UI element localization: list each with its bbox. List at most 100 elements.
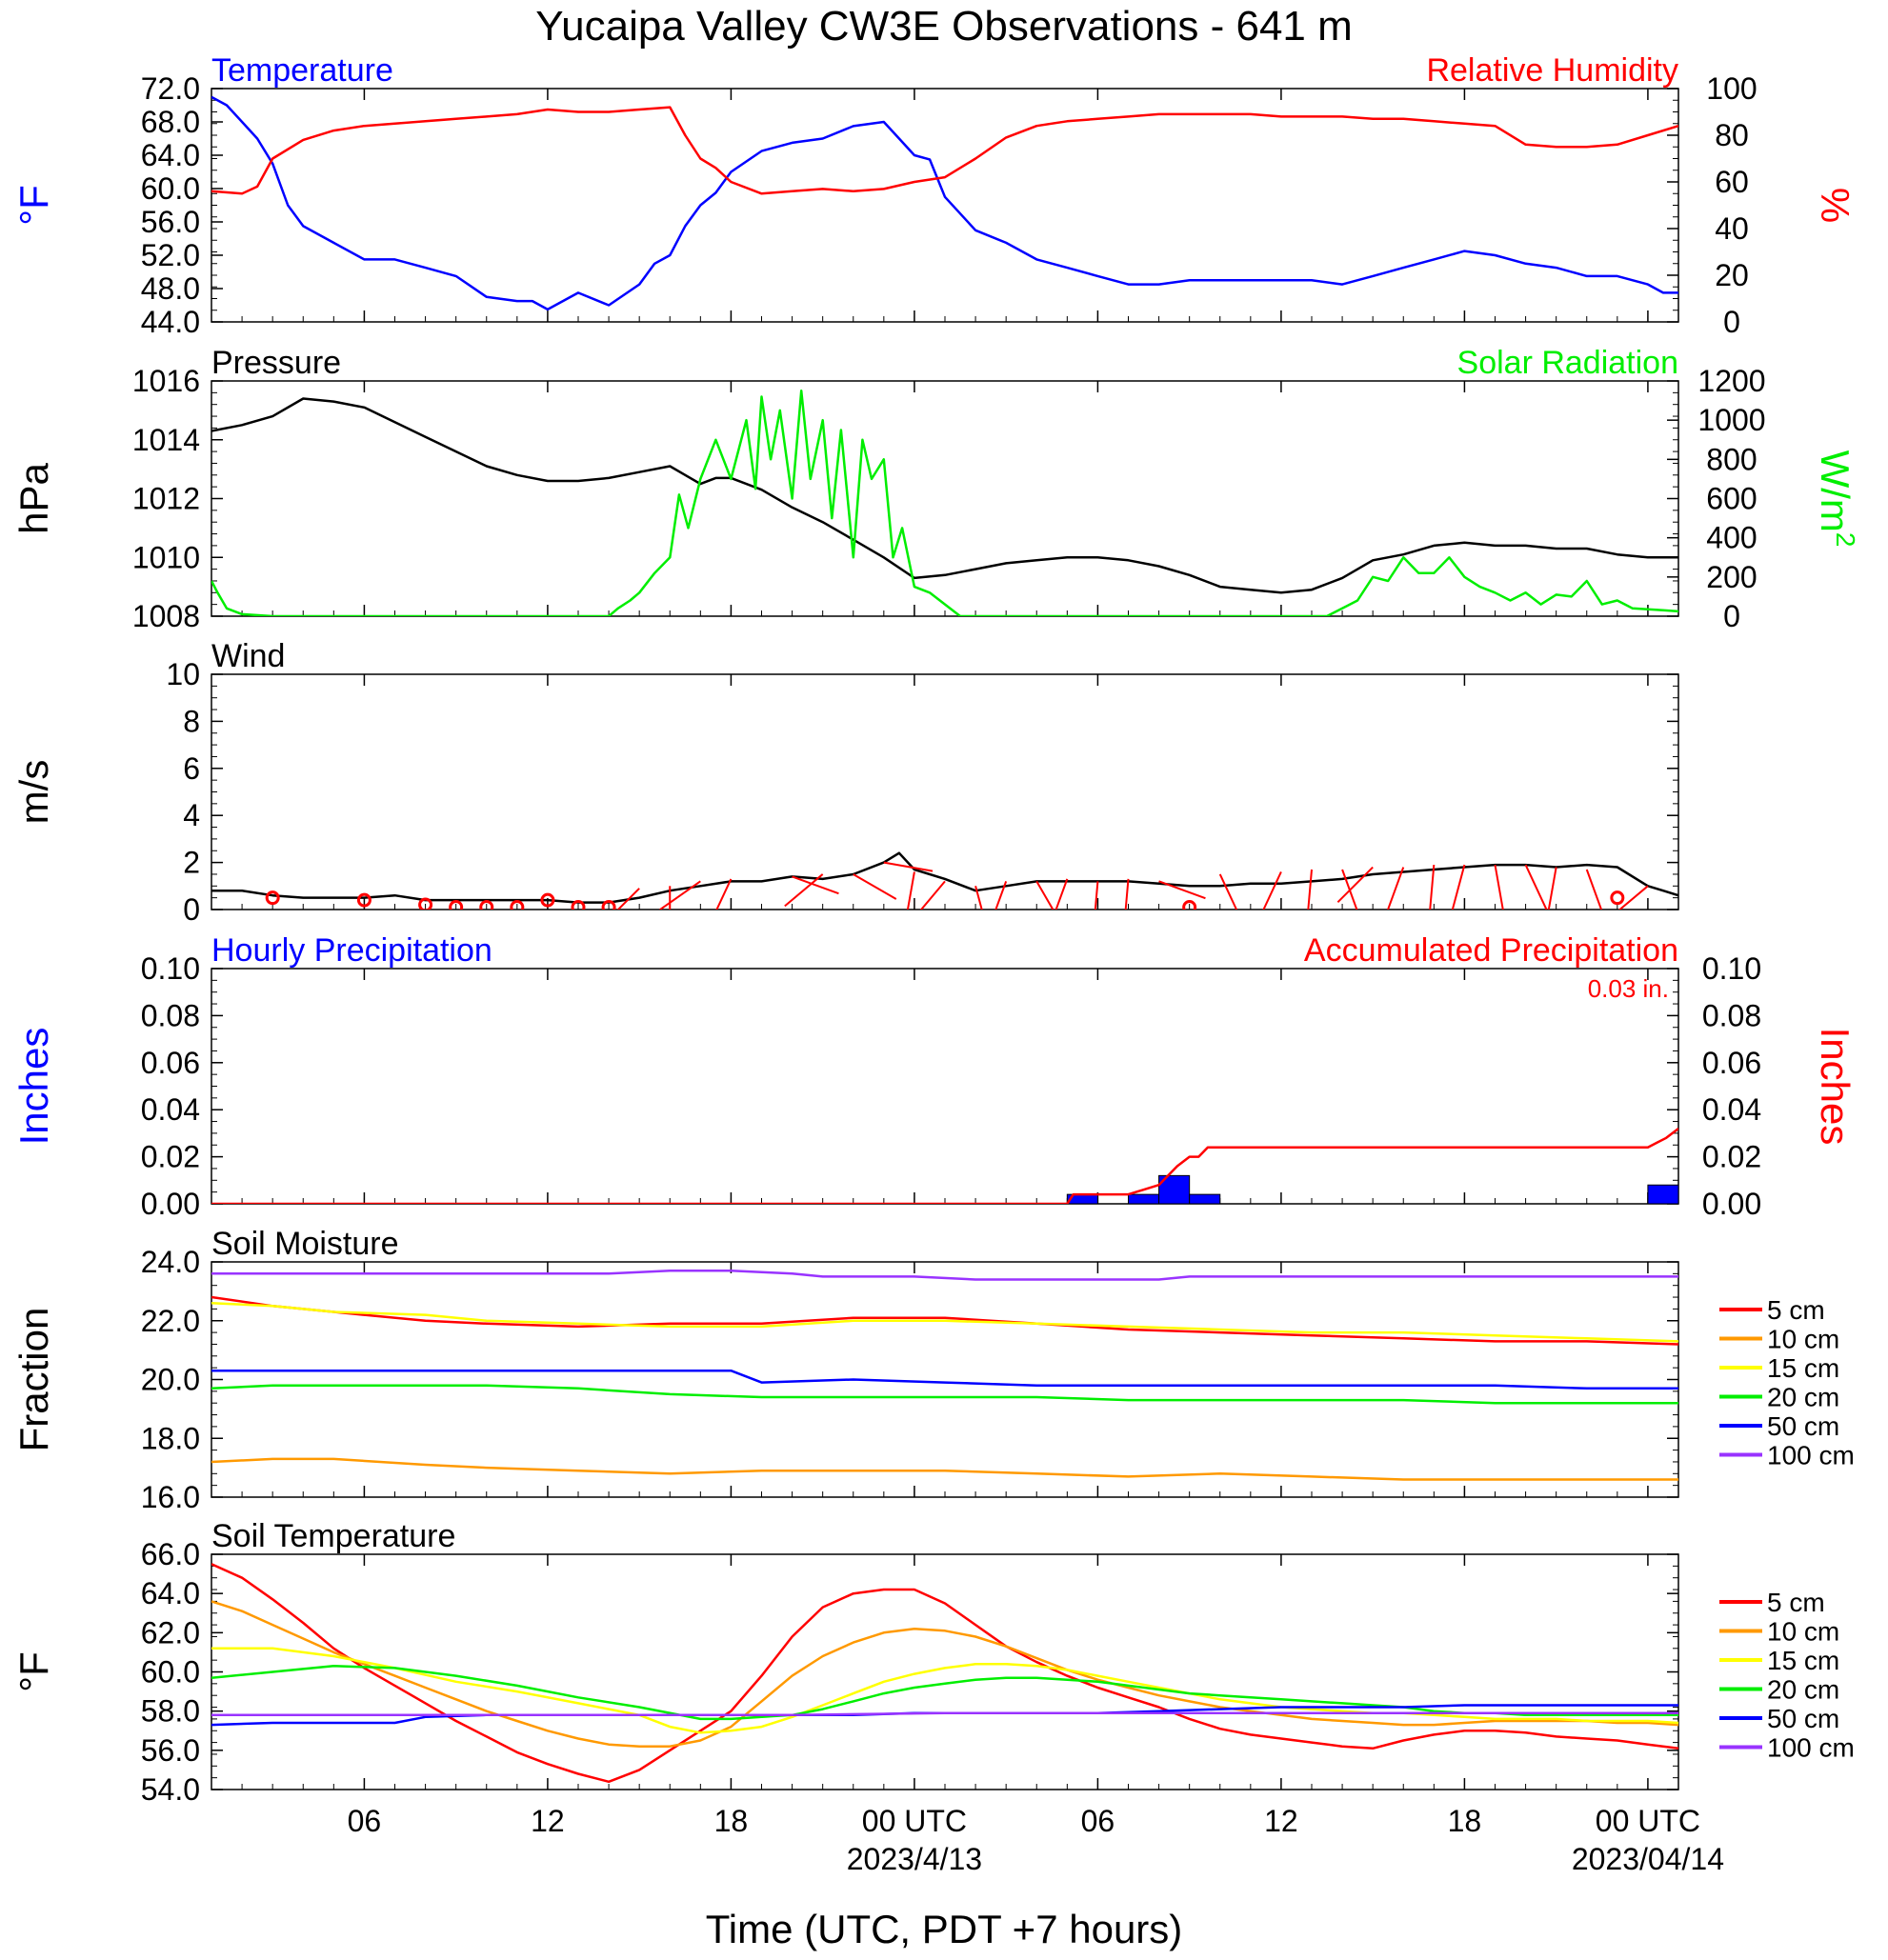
y-tick-label-left: 6 (183, 751, 200, 786)
y-tick-label-left: 58.0 (141, 1694, 200, 1729)
x-tick-label: 06 (348, 1804, 382, 1838)
wind-barb (1617, 885, 1649, 910)
y-tick-label-left: 66.0 (141, 1537, 200, 1571)
wind-barb (1524, 864, 1548, 910)
wind-calm-marker (540, 892, 555, 908)
y-axis-title-left: Inches (11, 1028, 56, 1146)
accumulated-total-label: 0.03 in. (1588, 974, 1669, 1003)
wind-barb (1124, 878, 1130, 910)
y-tick-label-left: 60.0 (141, 171, 200, 206)
y-tick-label-left: 20.0 (141, 1363, 200, 1397)
series-line-relative-humidity (211, 106, 1678, 195)
y-tick-label-left: 54.0 (141, 1772, 200, 1807)
precip-bar (1189, 1193, 1221, 1204)
legend-label: 10 cm (1767, 1617, 1839, 1647)
panel-title-right: Solar Radiation (1457, 345, 1678, 381)
y-tick-label-left: 48.0 (141, 271, 200, 306)
y-tick-label-left: 64.0 (141, 138, 200, 172)
y-tick-label-left: 0.10 (141, 951, 200, 986)
y-tick-label-left: 60.0 (141, 1655, 200, 1690)
y-tick-label-right: 0.02 (1702, 1140, 1761, 1174)
plot-area (211, 1270, 1678, 1481)
y-tick-label-left: 1008 (132, 599, 200, 633)
y-tick-label-right: 0 (1723, 305, 1740, 339)
wind-barb (906, 871, 915, 910)
plot-frame (211, 1261, 1679, 1498)
panel-soil-moisture: 24.0 22.0 20.0 18.0 16.0 Soil Moisture Fractio… (11, 1226, 1855, 1514)
y-tick-label-left: 52.0 (141, 238, 200, 272)
legend-label: 15 cm (1767, 1646, 1839, 1675)
panel-precip: 0.10 0.08 0.06 0.04 0.02 0.00 0.10 0.08 0.06 0.04… (11, 932, 1858, 1221)
y-tick-label-right: 20 (1715, 258, 1749, 292)
series-line-50-cm (211, 1369, 1678, 1390)
series-line-20-cm (211, 1384, 1678, 1405)
x-date-label: 2023/4/13 (847, 1842, 982, 1876)
plot-frame (211, 673, 1679, 910)
wind-barb (994, 881, 1008, 910)
panel-title-left: Hourly Precipitation (211, 932, 492, 969)
y-tick-label-left: 1010 (132, 540, 200, 574)
legend-label: 50 cm (1767, 1411, 1839, 1441)
wind-calm-marker (265, 890, 280, 906)
y-tick-label-right: 0.04 (1702, 1092, 1761, 1127)
series-line-5-cm (211, 1295, 1678, 1346)
y-tick-label-right: 400 (1706, 521, 1757, 555)
x-tick-label: 12 (531, 1804, 565, 1838)
wind-barb (1158, 880, 1206, 900)
y-axis-title-left: °F (11, 1651, 56, 1691)
wind-barb (1094, 881, 1099, 910)
y-tick-label-left: 56.0 (141, 1733, 200, 1768)
y-tick-label-right: 0.08 (1702, 998, 1761, 1032)
y-tick-label-left: 0 (183, 892, 200, 927)
wind-barb (1307, 869, 1313, 910)
y-axis-title-right: % (1813, 188, 1858, 223)
y-tick-label-left: 10 (166, 657, 200, 691)
x-axis-title: Time (UTC, PDT +7 hours) (706, 1907, 1183, 1951)
wind-calm-marker (601, 900, 616, 910)
y-tick-label-left: 64.0 (141, 1576, 200, 1610)
x-tick-label: 06 (1081, 1804, 1115, 1838)
wind-barb (1262, 871, 1282, 910)
y-tick-label-right: 60 (1715, 165, 1749, 199)
wind-barb (659, 880, 701, 910)
panel-title-left: Wind (211, 638, 285, 674)
y-tick-label-left: 22.0 (141, 1304, 200, 1338)
wind-barb (883, 861, 934, 872)
y-tick-label-right: 1200 (1697, 364, 1765, 398)
y-axis-title-right: Inches (1813, 1028, 1858, 1146)
wind-calm-marker (510, 900, 525, 910)
y-tick-label-left: 72.0 (141, 71, 200, 106)
series-line-100-cm (211, 1270, 1678, 1281)
legend-label: 100 cm (1767, 1733, 1855, 1763)
wind-calm-marker (1182, 900, 1197, 910)
x-tick-label: 18 (714, 1804, 749, 1838)
y-axis-title-left: hPa (11, 462, 56, 533)
y-tick-label-right: 600 (1706, 482, 1757, 516)
panel-title-left: Temperature (211, 52, 393, 89)
wind-calm-marker (356, 892, 372, 908)
plot-area (211, 95, 1678, 311)
y-tick-label-left: 0.06 (141, 1046, 200, 1080)
legend-label: 50 cm (1767, 1704, 1839, 1733)
wind-barb (784, 873, 824, 908)
series-line-10-cm (211, 1457, 1678, 1481)
series-line-20-cm (211, 1665, 1678, 1721)
x-tick-label: 00 UTC (1596, 1804, 1700, 1838)
series-line-100-cm (211, 1711, 1678, 1717)
plot-area (211, 1128, 1678, 1204)
legend-label: 20 cm (1767, 1675, 1839, 1705)
wind-barb (1585, 869, 1603, 910)
wind-calm-marker (1610, 890, 1625, 906)
y-tick-label-left: 8 (183, 704, 200, 738)
wind-barb (1451, 864, 1466, 910)
series-line-temperature (211, 95, 1678, 311)
y-tick-label-left: 0.04 (141, 1092, 200, 1127)
legend-label: 5 cm (1767, 1295, 1825, 1325)
panel-temp-rh: 72.068.064.060.056.052.048.044.0 100 80 60 4… (11, 52, 1858, 339)
legend-label: 15 cm (1767, 1353, 1839, 1383)
series-line-10-cm (211, 1600, 1678, 1748)
series-line-15-cm (211, 1301, 1678, 1343)
series-line-15-cm (211, 1647, 1678, 1734)
wind-barb (616, 888, 640, 910)
y-tick-label-right: 800 (1706, 442, 1757, 476)
